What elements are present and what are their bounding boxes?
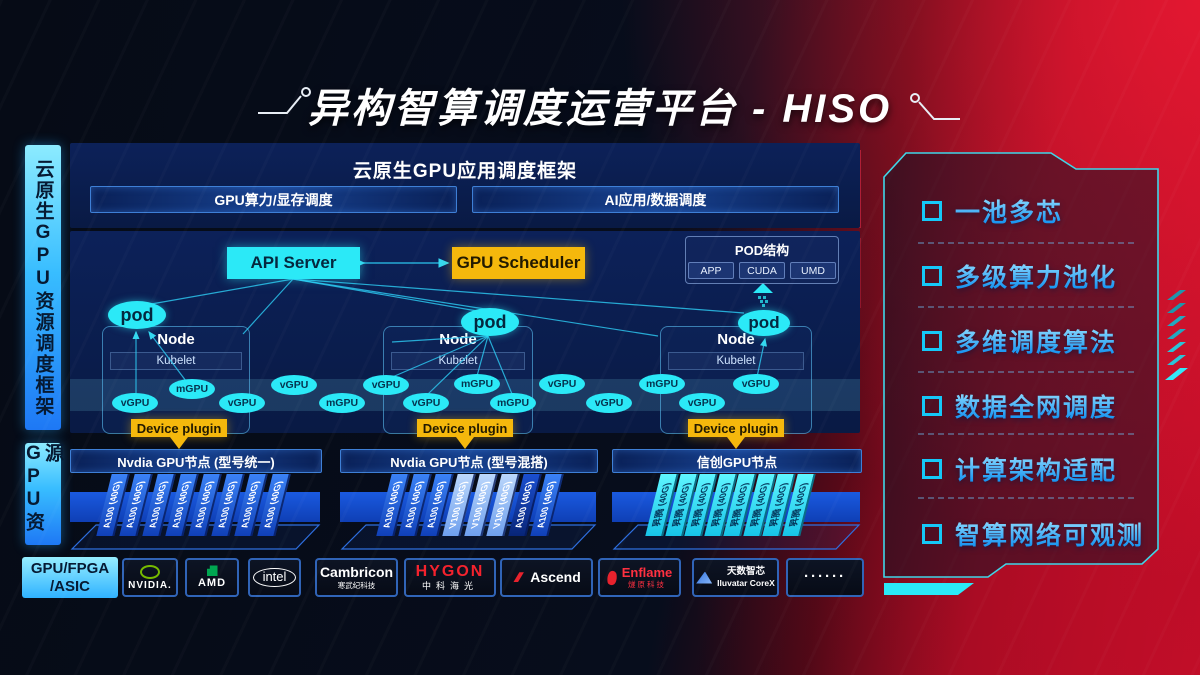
- sidebar-gpu-resource-label: GPU资源: [23, 443, 63, 533]
- node-label: Node: [157, 331, 195, 348]
- vendor-name: intel: [252, 567, 297, 588]
- vendor-name: NVIDIA.: [128, 579, 172, 591]
- vendor-name: ······: [804, 568, 846, 586]
- gpu-compute-scheduling-bar: GPU算力/显存调度: [90, 186, 457, 213]
- feature-item-6: 智算网络可观测: [922, 518, 1144, 550]
- feature-label: 多级算力池化: [955, 258, 1117, 294]
- checkbox-bullet-icon: [922, 524, 942, 544]
- ai-data-scheduling-bar: AI应用/数据调度: [472, 186, 839, 213]
- pod-chip-umd: UMD: [790, 262, 836, 279]
- pod-ellipse: pod: [738, 310, 790, 336]
- feature-separator: [918, 433, 1134, 435]
- device-plugin-box: Device plugin: [417, 419, 513, 437]
- vendor-box-iluvatar: 天数智芯 Iluvatar CoreX: [692, 558, 779, 597]
- vendor-name: HYGON: [415, 563, 485, 581]
- device-plugin-down-arrow-icon: [170, 437, 188, 449]
- vendor-subname: Iluvatar CoreX: [717, 577, 775, 588]
- ascend-logo-icon: [513, 572, 524, 583]
- feature-separator: [918, 497, 1134, 499]
- feature-label: 数据全网调度: [955, 388, 1117, 424]
- node-box-2: Node Kubelet: [383, 326, 533, 434]
- device-plugin-down-arrow-icon: [727, 437, 745, 449]
- gpu-scheduler-box: GPU Scheduler: [452, 247, 585, 279]
- pod-structure-box: POD结构 APP CUDA UMD: [685, 236, 839, 284]
- feature-item-2: 多级算力池化: [922, 260, 1117, 292]
- pod-ellipse: pod: [108, 301, 166, 329]
- vendor-box-amd: AMD: [185, 558, 239, 597]
- pod-structure-chips: APP CUDA UMD: [686, 262, 838, 279]
- vendor-name: Enflame: [621, 564, 673, 580]
- feature-label: 一池多芯: [955, 193, 1063, 229]
- kubelet-box: Kubelet: [391, 352, 525, 370]
- node-label: Node: [717, 331, 755, 348]
- feature-separator: [918, 242, 1134, 244]
- sidebar-hw-box: GPU/FPGA /ASIC: [22, 557, 118, 598]
- checkbox-bullet-icon: [922, 201, 942, 221]
- sidebar-gpu-resource-bar: GPU资源: [23, 443, 63, 545]
- vendor-name: 天数智芯: [726, 566, 765, 578]
- device-plugin-box: Device plugin: [688, 419, 784, 437]
- pod-ellipse: pod: [461, 308, 519, 336]
- feature-label: 多维调度算法: [955, 323, 1117, 359]
- sidebar-frame-label: 云原生GPU资源调度框架: [32, 158, 54, 417]
- feature-item-1: 一池多芯: [922, 195, 1063, 227]
- feature-separator: [918, 306, 1134, 308]
- gpu-group-header-nvidia-uniform: Nvdia GPU节点 (型号统一): [70, 449, 322, 473]
- vendor-name: Cambricon: [319, 564, 394, 581]
- kubelet-box: Kubelet: [668, 352, 804, 370]
- sidebar-hw-label: GPU/FPGA /ASIC: [30, 560, 110, 595]
- vendor-box-dots: ······: [786, 558, 864, 597]
- gpu-group-header-nvidia-mixed: Nvdia GPU节点 (型号混搭): [340, 449, 598, 473]
- node-box-1: Node Kubelet: [102, 326, 250, 434]
- vendor-box-cambricon: Cambricon 寒武纪科技: [315, 558, 398, 597]
- vendor-subname: 寒武纪科技: [337, 580, 376, 590]
- pod-chip-app: APP: [688, 262, 734, 279]
- vendor-name: Ascend: [530, 568, 581, 585]
- checkbox-bullet-icon: [922, 459, 942, 479]
- checkbox-bullet-icon: [922, 331, 942, 351]
- device-plugin-box: Device plugin: [131, 419, 227, 437]
- amd-logo-icon: [206, 565, 218, 577]
- vendor-subname: 中科海光: [421, 580, 478, 591]
- vendor-box-ascend: Ascend: [500, 558, 593, 597]
- feature-separator: [918, 371, 1134, 373]
- vendor-box-intel: intel: [248, 558, 301, 597]
- vendor-box-enflame: Enflame 燧原科技: [598, 558, 681, 597]
- device-plugin-down-arrow-icon: [456, 437, 474, 449]
- vendor-box-nvidia: NVIDIA.: [122, 558, 178, 597]
- sidebar-frame-bar: 云原生GPU资源调度框架: [25, 145, 61, 430]
- nvidia-logo-icon: [140, 564, 160, 579]
- gpu-group-header-xinchuang: 信创GPU节点: [612, 449, 862, 473]
- checkbox-bullet-icon: [922, 266, 942, 286]
- api-server-box: API Server: [227, 247, 360, 279]
- feature-label: 智算网络可观测: [955, 516, 1144, 552]
- page-title: 异构智算调度运营平台 - HISO: [307, 87, 893, 131]
- vendor-subname: 燧原科技: [627, 580, 666, 590]
- kubelet-box: Kubelet: [110, 352, 242, 370]
- vendor-name: AMD: [197, 577, 227, 590]
- vendor-box-hygon: HYGON 中科海光: [404, 558, 496, 597]
- feature-item-5: 计算架构适配: [922, 453, 1117, 485]
- feature-item-4: 数据全网调度: [922, 390, 1117, 422]
- pod-structure-title: POD结构: [734, 243, 790, 258]
- app-scheduling-panel: [70, 143, 860, 228]
- checkbox-bullet-icon: [922, 396, 942, 416]
- feature-item-3: 多维调度算法: [922, 325, 1117, 357]
- feature-label: 计算架构适配: [955, 451, 1117, 487]
- node-label: Node: [439, 331, 477, 348]
- pod-chip-cuda: CUDA: [739, 262, 785, 279]
- app-scheduling-panel-title: 云原生GPU应用调度框架: [352, 161, 578, 182]
- node-box-3: Node Kubelet: [660, 326, 812, 434]
